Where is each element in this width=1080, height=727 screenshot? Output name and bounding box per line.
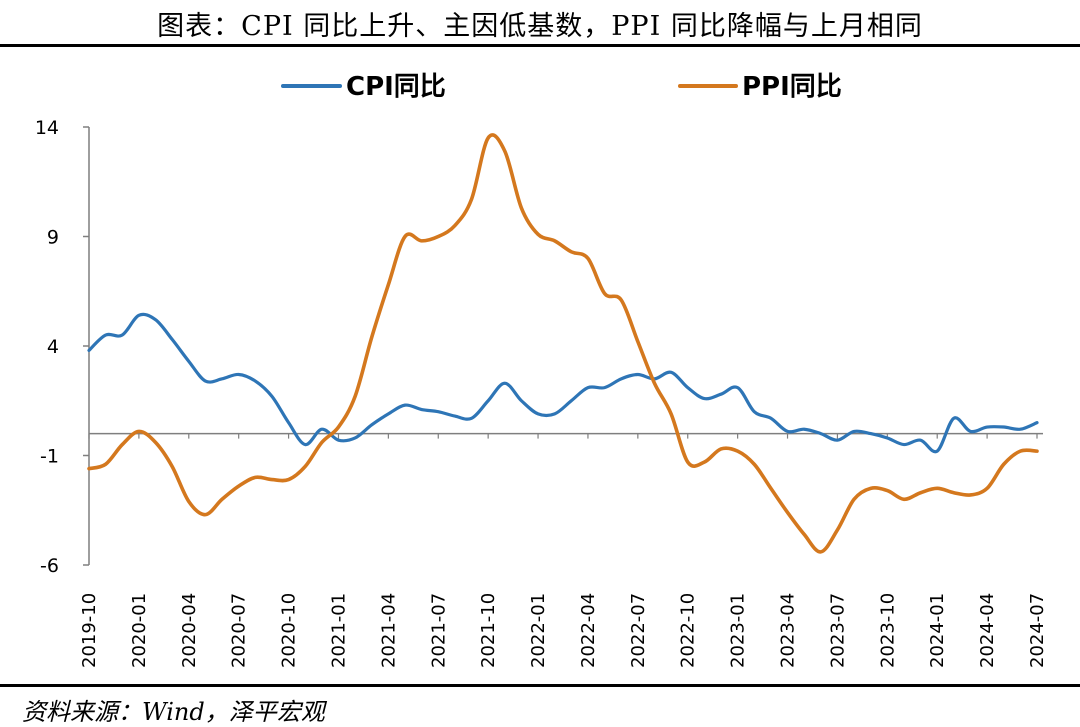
x-tick-label: 2019-10: [79, 593, 100, 668]
x-tick-label: 2024-01: [927, 593, 948, 668]
x-tick-label: 2024-04: [977, 593, 998, 668]
x-tick-label: 2022-01: [528, 593, 549, 668]
x-tick-label: 2020-04: [179, 593, 200, 668]
x-tick-label: 2023-07: [827, 593, 848, 668]
ppi-series-line: [87, 133, 1039, 554]
x-tick-label: 2022-04: [578, 593, 599, 668]
y-tick-label: 9: [47, 227, 59, 249]
x-tick-label: 2020-01: [129, 593, 150, 668]
source-rule: [0, 684, 1080, 687]
x-tick-label: 2023-10: [877, 593, 898, 668]
x-tick-label: 2020-07: [229, 593, 250, 668]
y-tick-label: 4: [47, 336, 59, 358]
y-tick-label: -6: [40, 555, 59, 577]
x-tick-label: 2021-04: [378, 593, 399, 668]
x-tick-label: 2021-01: [328, 593, 349, 668]
x-tick-label: 2020-10: [279, 593, 300, 668]
x-tick-label: 2023-04: [778, 593, 799, 668]
y-tick-label: 14: [35, 117, 59, 139]
x-tick-label: 2023-01: [728, 593, 749, 668]
series-group: [87, 133, 1039, 554]
source-note: 资料来源：Wind，泽平宏观: [22, 698, 325, 726]
ppi-legend-label: PPI同比: [742, 72, 842, 102]
x-tick-label: 2024-07: [1027, 593, 1048, 668]
x-axis: 2019-10 2020-01 2020-04 2020-07 2020-10 2021-…: [79, 432, 1048, 668]
cpi-legend-label: CPI同比: [346, 72, 446, 102]
x-tick-label: 2022-10: [678, 593, 699, 668]
y-axis: 14 9 4 -1 -6: [35, 117, 90, 577]
legend: CPI同比 PPI同比: [281, 72, 842, 102]
y-tick-label: -1: [40, 446, 59, 468]
x-tick-label: 2022-07: [628, 593, 649, 668]
x-tick-label: 2021-07: [428, 593, 449, 668]
x-tick-label: 2021-10: [478, 593, 499, 668]
chart-title: 图表：CPI 同比上升、主因低基数，PPI 同比降幅与上月相同: [157, 11, 923, 42]
title-rule: [0, 44, 1080, 47]
cpi-series-line: [87, 312, 1039, 454]
